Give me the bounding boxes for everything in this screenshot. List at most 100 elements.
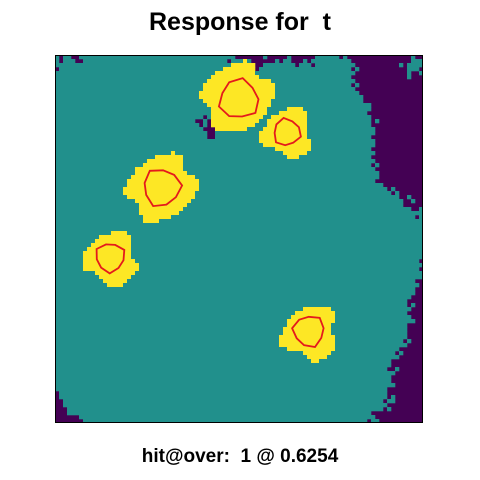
heatmap-cell (135, 271, 423, 276)
heatmap-cell (183, 163, 372, 168)
heatmap-cell (283, 151, 308, 156)
heatmap-cell (55, 375, 392, 380)
heatmap-cell (411, 303, 416, 308)
heatmap-cell (55, 243, 92, 248)
heatmap-cell (83, 59, 228, 64)
heatmap-cell (55, 171, 136, 176)
heatmap-cell (263, 127, 308, 132)
heatmap-cell (63, 403, 388, 408)
heatmap-cell (55, 159, 148, 164)
heatmap-cell (411, 59, 423, 64)
heatmap-cell (231, 63, 256, 68)
heatmap-cell (131, 175, 196, 180)
heatmap-cell (267, 123, 308, 128)
heatmap-cell (55, 151, 172, 156)
heatmap-cell (131, 235, 423, 240)
heatmap-cell (211, 119, 260, 124)
heatmap-cell (55, 231, 112, 236)
heatmap-cell (331, 323, 408, 328)
heatmap-cell (275, 91, 360, 96)
heatmap-cell (55, 271, 96, 276)
heatmap-cell (55, 143, 264, 148)
heatmap-cell (279, 111, 308, 116)
heatmap-cell (55, 135, 208, 140)
heatmap-cell (103, 279, 128, 284)
heatmap-cell (55, 179, 128, 184)
heatmap-cell (99, 275, 132, 280)
heatmap-cell (83, 251, 132, 256)
heatmap-cell (399, 63, 404, 68)
heatmap-cell (187, 203, 404, 208)
heatmap-cell (63, 399, 384, 404)
heatmap-cell (307, 151, 376, 156)
heatmap-cell (331, 307, 412, 312)
heatmap-cell (407, 63, 423, 68)
heatmap-cell (211, 111, 268, 116)
heatmap-cell (55, 59, 60, 64)
heatmap-cell (311, 59, 352, 64)
heatmap-cell (179, 211, 423, 216)
heatmap-cell (55, 351, 304, 356)
heatmap-cell (283, 331, 332, 336)
heatmap-cell (203, 119, 208, 124)
heatmap-cell (247, 59, 252, 64)
heatmap-cells (55, 55, 423, 423)
heatmap-cell (55, 187, 124, 192)
heatmap-cell (55, 355, 308, 360)
heatmap-cell (259, 67, 352, 72)
heatmap-cell (255, 71, 356, 76)
heatmap-cell (183, 155, 288, 160)
heatmap-cell (207, 103, 272, 108)
heatmap-cell (55, 327, 284, 332)
heatmap-cell (391, 187, 396, 192)
heatmap-cell (311, 359, 320, 364)
heatmap-cell (63, 59, 76, 64)
heatmap-cell (215, 71, 256, 76)
heatmap-cell (267, 107, 288, 112)
heatmap-cell (299, 63, 312, 68)
heatmap-cell (59, 395, 388, 400)
heatmap-cell (55, 147, 276, 152)
heatmap-cell (55, 99, 204, 104)
heatmap-cell (95, 271, 136, 276)
heatmap-cell (55, 175, 132, 180)
heatmap-cell (55, 103, 208, 108)
heatmap-cell (55, 283, 108, 288)
heatmap-cell (131, 239, 423, 244)
heatmap-cell (203, 99, 272, 104)
heatmap-cell (199, 187, 388, 192)
heatmap-cell (331, 331, 408, 336)
heatmap-cell (283, 59, 292, 64)
heatmap-cell (55, 235, 100, 240)
heatmap-cell (55, 263, 84, 268)
heatmap-cell (55, 167, 136, 172)
heatmap-cell (311, 139, 376, 144)
heatmap-cell (231, 59, 244, 64)
heatmap-cell (123, 191, 196, 196)
heatmap-cell (139, 267, 420, 272)
heatmap-cell (55, 303, 408, 308)
heatmap-cell (207, 79, 272, 84)
heatmap-cell (295, 311, 336, 316)
heatmap-cell (55, 255, 84, 260)
heatmap-cell (283, 327, 332, 332)
heatmap-cell (55, 71, 216, 76)
heatmap-cell (123, 283, 420, 288)
heatmap-cell (259, 139, 312, 144)
heatmap-cell (127, 179, 200, 184)
heatmap-cell (275, 83, 352, 88)
heatmap-cell (195, 175, 380, 180)
heatmap-cell (395, 367, 400, 372)
heatmap-cell (55, 291, 416, 296)
heatmap-cell (335, 335, 408, 340)
heatmap-cell (79, 415, 376, 420)
heatmap-cell (55, 287, 416, 292)
heatmap-cell (55, 307, 304, 312)
heatmap-cell (139, 211, 180, 216)
heatmap-cell (171, 215, 416, 220)
heatmap-cell (327, 355, 400, 360)
heatmap-cell (303, 59, 308, 64)
heatmap-cell (67, 411, 372, 416)
heatmap-cell (55, 319, 288, 324)
chart-title: Response for t (149, 8, 331, 36)
